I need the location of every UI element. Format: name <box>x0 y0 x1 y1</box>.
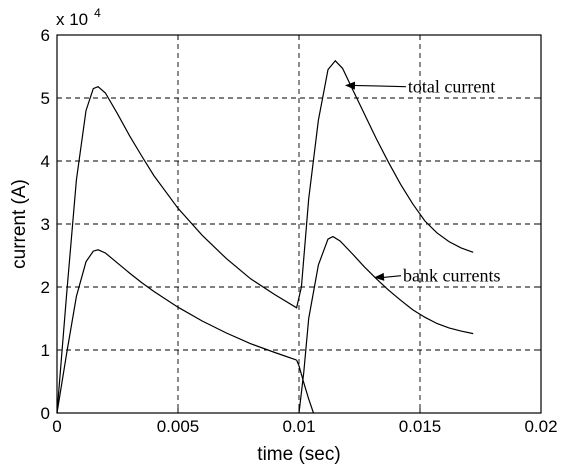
annotations: total current bank currents <box>344 77 501 286</box>
series-line <box>56 59 474 414</box>
tick-labels: 0 0.005 0.01 0.015 0.02 0 1 2 3 4 5 6 <box>41 26 558 436</box>
x-tick-label: 0.01 <box>282 417 315 436</box>
annotation-label: bank currents <box>403 266 500 286</box>
x-tick-label: 0 <box>52 417 61 436</box>
annotation-arrow-head <box>374 272 385 281</box>
y-exponent-power: 4 <box>94 6 101 20</box>
y-tick-label: 3 <box>41 215 50 234</box>
annotation-arrow-head <box>344 81 356 90</box>
x-axis-label: time (sec) <box>257 444 340 465</box>
y-tick-label: 1 <box>41 341 50 360</box>
series-lines <box>56 59 474 414</box>
y-exponent: x 10 4 <box>56 6 101 29</box>
y-tick-label: 0 <box>41 404 50 423</box>
series-line <box>56 249 297 414</box>
y-tick-label: 5 <box>41 89 50 108</box>
series-line <box>298 235 474 414</box>
x-tick-label: 0.015 <box>399 417 442 436</box>
series-line <box>296 359 315 414</box>
y-tick-label: 4 <box>41 152 50 171</box>
y-exponent-base: x 10 <box>56 10 88 29</box>
x-tick-label: 0.005 <box>157 417 200 436</box>
tick-marks <box>56 34 542 414</box>
y-tick-label: 6 <box>41 26 50 45</box>
annotation-arrow-line <box>352 84 406 88</box>
y-axis-label: current (A) <box>9 179 30 269</box>
x-tick-label: 0.02 <box>524 417 557 436</box>
annotation-label: total current <box>408 77 495 97</box>
annotation-arrow-line <box>381 275 402 279</box>
grid-lines <box>57 35 541 413</box>
y-tick-label: 2 <box>41 278 50 297</box>
